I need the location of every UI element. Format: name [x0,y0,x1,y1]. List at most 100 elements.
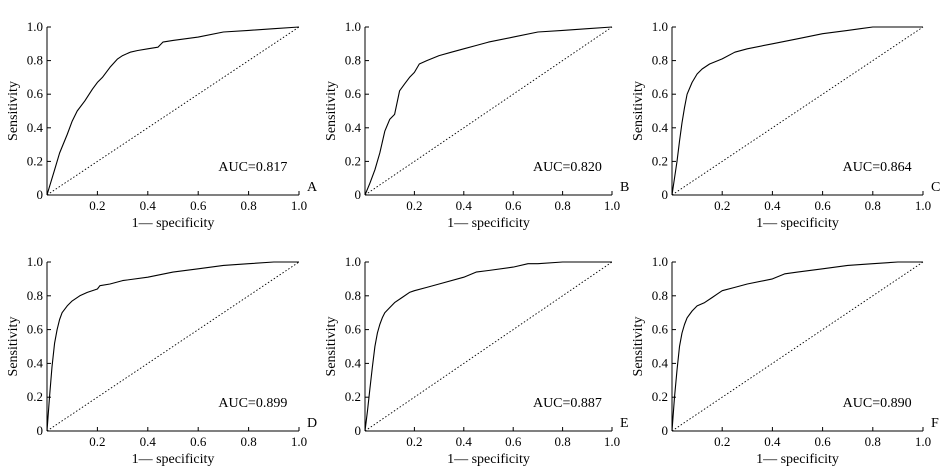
roc-panel-a: 0 0.2 0.4 0.6 0.8 1.0 0.2 0.4 0.6 0.8 1.0 AUC=0.817… [6,19,318,231]
x-tick-label: 0.8 [554,198,570,213]
y-tick-label: 0.8 [345,53,361,68]
y-tick-label: 1.0 [27,254,43,269]
x-tick-label: 0.2 [714,198,730,213]
x-tick-label: 0.4 [456,434,473,449]
y-tick-label: 0.4 [345,355,362,370]
y-tick-label: 0.2 [27,389,43,404]
y-tick-label: 0.4 [345,120,362,135]
y-tick-label: 0.6 [345,86,362,101]
y-tick-label: 0 [37,423,44,438]
roc-panel-b: 0 0.2 0.4 0.6 0.8 1.0 0.2 0.4 0.6 0.8 1.0 AUC=0.820… [324,19,629,231]
reference-diagonal-line [46,26,300,196]
reference-diagonal-line [364,261,613,432]
y-tick-label: 0.4 [27,355,44,370]
x-tick-label: 1.0 [291,434,307,449]
auc-label: AUC=0.820 [533,160,602,175]
roc-panel-d: 0 0.2 0.4 0.6 0.8 1.0 0.2 0.4 0.6 0.8 1.0 AUC=0.899… [6,254,317,467]
x-tick-label: 1.0 [915,198,931,213]
panel-letter: B [620,180,629,195]
y-tick-label: 0 [37,187,44,202]
reference-diagonal-line [46,261,300,432]
x-tick-label: 0.4 [456,198,473,213]
x-axis-title: 1— specificity [132,216,215,231]
y-axis-title: Sensitivity [6,317,21,377]
x-tick-label: 0.4 [140,198,157,213]
roc-panel-c: 0 0.2 0.4 0.6 0.8 1.0 0.2 0.4 0.6 0.8 1.0 AUC=0.864… [631,19,940,231]
y-tick-label: 0 [355,187,362,202]
x-tick-label: 0.6 [505,434,522,449]
x-tick-label: 0.2 [406,198,422,213]
y-tick-label: 0.2 [345,153,361,168]
x-axis-title: 1— specificity [447,452,530,467]
x-axis-title: 1— specificity [756,216,839,231]
x-tick-label: 0.6 [814,198,831,213]
x-tick-label: 0.8 [865,434,881,449]
x-tick-label: 0.8 [240,434,256,449]
y-tick-label: 0.6 [345,322,362,337]
reference-diagonal-line [671,261,924,432]
reference-diagonal-line [671,26,924,196]
x-tick-label: 1.0 [604,434,620,449]
roc-panel-e: 0 0.2 0.4 0.6 0.8 1.0 0.2 0.4 0.6 0.8 1.0 AUC=0.887… [324,254,629,467]
y-tick-label: 0.6 [652,322,669,337]
x-tick-label: 0.2 [714,434,730,449]
x-axis-title: 1— specificity [447,216,530,231]
y-tick-label: 0.2 [345,389,361,404]
x-tick-label: 0.2 [89,198,105,213]
y-axis-title: Sensitivity [6,81,21,141]
y-tick-label: 0.8 [652,53,668,68]
x-tick-label: 0.2 [89,434,105,449]
x-tick-label: 0.6 [190,434,207,449]
x-tick-label: 0.6 [505,198,522,213]
y-tick-label: 0.4 [652,355,669,370]
x-tick-label: 1.0 [291,198,307,213]
y-tick-label: 1.0 [27,19,43,34]
x-tick-label: 0.8 [240,198,256,213]
x-tick-label: 1.0 [604,198,620,213]
y-tick-label: 0.6 [652,86,669,101]
y-tick-label: 0.8 [652,288,668,303]
x-tick-label: 0.8 [554,434,570,449]
y-tick-label: 0 [662,187,669,202]
y-tick-label: 0.4 [27,120,44,135]
auc-label: AUC=0.899 [218,396,287,411]
auc-label: AUC=0.864 [843,160,912,175]
y-tick-label: 0.2 [652,389,668,404]
x-tick-label: 0.8 [865,198,881,213]
y-axis-title: Sensitivity [324,81,339,141]
y-tick-label: 1.0 [345,19,361,34]
y-tick-label: 0.8 [27,53,43,68]
roc-curve-line [46,26,300,196]
y-tick-label: 0.2 [27,153,43,168]
y-tick-label: 1.0 [652,254,668,269]
x-tick-label: 0.4 [764,198,781,213]
y-tick-label: 0.6 [27,322,44,337]
roc-curve-line [364,26,613,196]
x-axis-title: 1— specificity [756,452,839,467]
x-tick-label: 0.6 [190,198,207,213]
y-axis-title: Sensitivity [631,81,646,141]
y-tick-label: 0 [662,423,669,438]
roc-curve-line [671,261,923,432]
roc-curve-line [46,261,299,432]
y-tick-label: 1.0 [652,19,668,34]
x-tick-label: 0.6 [814,434,831,449]
y-axis-title: Sensitivity [324,317,339,377]
panel-letter: A [307,180,318,195]
y-tick-label: 0 [355,423,362,438]
y-tick-label: 0.8 [345,288,361,303]
panel-letter: F [931,416,939,431]
y-axis-title: Sensitivity [631,317,646,377]
y-tick-label: 0.8 [27,288,43,303]
roc-panel-f: 0 0.2 0.4 0.6 0.8 1.0 0.2 0.4 0.6 0.8 1.0 AUC=0.890… [631,254,939,467]
x-axis-title: 1— specificity [132,452,215,467]
x-tick-label: 0.4 [764,434,781,449]
auc-label: AUC=0.887 [533,396,602,411]
auc-label: AUC=0.817 [218,160,287,175]
x-tick-label: 0.2 [406,434,422,449]
panel-letter: D [307,416,317,431]
panel-letter: C [931,180,940,195]
y-tick-label: 0.2 [652,153,668,168]
panel-letter: E [620,416,629,431]
